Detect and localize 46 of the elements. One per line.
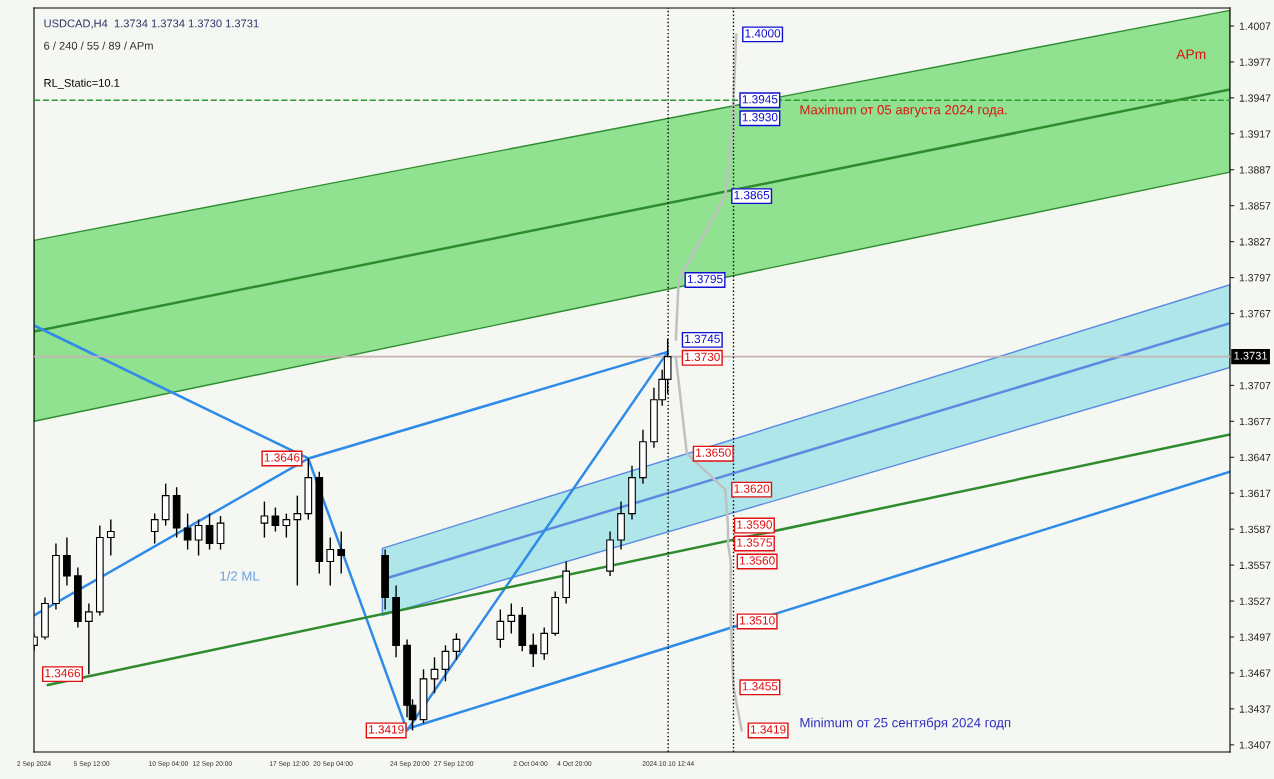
annotation: 1/2 ML xyxy=(220,571,260,581)
annotation: 1.3930 xyxy=(742,113,778,122)
annotation: 1.3419 xyxy=(750,725,786,734)
annotation: 1.3865 xyxy=(734,190,770,200)
annotation: 1.3620 xyxy=(734,484,770,493)
y-tick-label: 1.3677 xyxy=(1239,417,1271,426)
y-tick-label: 1.3647 xyxy=(1239,453,1271,462)
annotation: 1.3510 xyxy=(739,616,775,625)
y-tick-label: 1.3767 xyxy=(1239,310,1271,318)
annotation: 1.3795 xyxy=(687,274,723,284)
y-tick-label: 1.3977 xyxy=(1239,58,1271,66)
y-tick-label: 1.4007 xyxy=(1239,22,1271,30)
annotation: RL_Static=10.1 xyxy=(44,78,120,89)
y-tick-label: 1.3857 xyxy=(1239,202,1271,210)
annotation: 1.3575 xyxy=(737,538,772,547)
y-tick-label: 1.3707 xyxy=(1239,381,1271,390)
annotation: 1.3745 xyxy=(685,334,720,344)
y-tick-label: 1.3827 xyxy=(1239,238,1271,246)
y-tick-label: 1.3587 xyxy=(1239,525,1271,534)
annotation: USDCAD,H4 1.3734 1.3734 1.3730 1.3731 xyxy=(44,19,259,29)
annotation: 1.3455 xyxy=(742,682,778,691)
y-tick-label: 1.3557 xyxy=(1239,561,1271,569)
annotation: 1.3650 xyxy=(696,448,731,457)
annotation: 1.3560 xyxy=(739,556,775,565)
annotation: 1.4000 xyxy=(745,29,781,38)
annotation: 1.3646 xyxy=(264,453,300,462)
y-tick-label: 1.3947 xyxy=(1239,94,1271,102)
y-tick-label: 1.3467 xyxy=(1239,669,1271,677)
annotation: 1.3590 xyxy=(737,520,772,529)
y-tick-label: 1.3497 xyxy=(1239,633,1271,641)
y-tick-label: 1.3917 xyxy=(1239,130,1271,138)
annotation: APm xyxy=(1176,49,1206,59)
y-tick-label: 1.3407 xyxy=(1239,741,1271,749)
y-tick-label: 1.3797 xyxy=(1239,274,1271,282)
annotation: 6 / 240 / 55 / 89 / APm xyxy=(44,41,153,50)
y-tick-label: 1.3617 xyxy=(1239,489,1271,498)
annotation: Maximum от 05 августа 2024 года. xyxy=(800,104,1007,118)
annotation: 1.3419 xyxy=(369,725,404,734)
annotation: 1.3730 xyxy=(685,352,720,361)
y-tick-label: 1.3527 xyxy=(1239,597,1271,605)
ref-line-label: 1.3731 xyxy=(1234,351,1268,360)
annotation: 1.3466 xyxy=(45,668,81,678)
annotation: 1.3945 xyxy=(742,95,778,104)
y-tick-label: 1.3437 xyxy=(1239,705,1271,713)
annotation: Minimum от 25 сентября 2024 годп xyxy=(800,717,1011,730)
y-tick-label: 1.3887 xyxy=(1239,166,1271,174)
